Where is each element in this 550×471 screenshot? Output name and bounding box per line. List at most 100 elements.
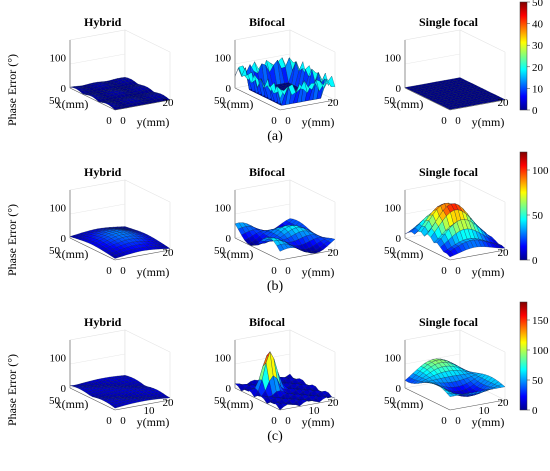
x-axis-title: x(mm): [391, 247, 424, 261]
z-tick-label: 100: [50, 353, 67, 365]
x-tick-label: 0: [106, 265, 112, 277]
surface-patch: [497, 383, 506, 388]
panel-title: Hybrid: [84, 15, 122, 29]
y-axis: [279, 99, 336, 111]
z-tick-label: 100: [385, 203, 402, 215]
y-tick-label: 20: [328, 397, 340, 409]
x-axis: [234, 387, 281, 411]
x-axis: [69, 87, 116, 111]
x-tick-label: 0: [106, 115, 112, 127]
x-axis: [234, 87, 281, 111]
y-axis-label: Phase Error (°): [5, 354, 19, 426]
x-tick-label: 0: [441, 115, 447, 127]
z-tick-label: 100: [50, 53, 67, 65]
y-tick-label: 0: [120, 115, 126, 127]
y-axis: [114, 249, 171, 261]
y-tick-label: 10: [309, 405, 321, 417]
colorbar-tick-label: 100: [532, 345, 549, 357]
y-tick-label: 0: [455, 115, 461, 127]
surface-patch: [162, 395, 171, 399]
chart-row: Phase Error (°)Hybrid1000500x(mm)020y(mm…: [5, 151, 549, 294]
z-tick-label: 0: [61, 233, 67, 245]
y-axis-title: y(mm): [302, 115, 335, 129]
surface-patch: [497, 97, 506, 101]
chart-row: Phase Error (°)Hybrid1000500x(mm)020y(mm…: [5, 0, 544, 144]
panel-title: Single focal: [419, 15, 479, 29]
z-tick-label: 100: [385, 353, 402, 365]
surface-patch: [327, 396, 336, 399]
x-axis-title: x(mm): [56, 97, 89, 111]
y-axis-title: y(mm): [302, 415, 335, 429]
chart-row: Phase Error (°)Hybrid1000500x(mm)01020y(…: [5, 301, 549, 444]
panel-title: Single focal: [419, 165, 479, 179]
x-tick-label: 0: [441, 415, 447, 427]
y-tick-label: 20: [163, 97, 175, 109]
grid-line: [69, 53, 126, 65]
colorbar-tick-label: 0: [532, 105, 538, 117]
y-tick-label: 0: [120, 265, 126, 277]
x-tick-label: 50: [214, 95, 226, 107]
colorbar-tick-label: 0: [532, 255, 538, 267]
y-tick-label: 20: [163, 247, 175, 259]
y-tick-label: 20: [328, 247, 340, 259]
panel-title: Bifocal: [249, 165, 286, 179]
grid-line: [404, 353, 461, 365]
y-tick-label: 0: [455, 265, 461, 277]
y-tick-label: 0: [285, 115, 291, 127]
z-tick-label: 100: [385, 53, 402, 65]
y-axis: [449, 399, 506, 411]
colorbar-tick-label: 10: [532, 83, 544, 95]
grid-line: [404, 53, 461, 65]
surface-patch: [327, 75, 336, 87]
x-tick-label: 50: [214, 245, 226, 257]
z-tick-label: 0: [61, 383, 67, 395]
x-tick-label: 50: [384, 245, 396, 257]
x-axis: [69, 387, 116, 411]
colorbar-tick-label: 0: [532, 405, 538, 417]
x-axis: [404, 87, 451, 111]
row-label: (a): [267, 129, 283, 144]
y-axis-label: Phase Error (°): [5, 204, 19, 276]
z-tick-label: 0: [396, 83, 402, 95]
x-tick-label: 0: [271, 115, 277, 127]
z-tick-label: 100: [215, 53, 232, 65]
y-axis-title: y(mm): [472, 265, 505, 279]
z-tick-label: 0: [226, 83, 232, 95]
z-tick-label: 0: [226, 233, 232, 245]
y-tick-label: 10: [144, 405, 156, 417]
x-axis-title: x(mm): [56, 397, 89, 411]
y-axis-label: Phase Error (°): [5, 54, 19, 126]
surface-patch: [162, 246, 171, 249]
x-axis: [404, 237, 451, 261]
z-tick-label: 0: [396, 233, 402, 245]
grid-line: [234, 53, 291, 65]
grid-line: [234, 203, 291, 215]
y-axis: [114, 399, 171, 411]
colorbar: [519, 151, 528, 261]
colorbar-tick-label: 50: [532, 375, 544, 387]
z-tick-label: 100: [215, 203, 232, 215]
x-axis-title: x(mm): [391, 97, 424, 111]
grid-line: [234, 353, 291, 365]
z-tick-label: 0: [61, 83, 67, 95]
colorbar: [519, 301, 528, 411]
y-tick-label: 10: [479, 405, 491, 417]
panel-title: Hybrid: [84, 165, 122, 179]
x-tick-label: 0: [106, 415, 112, 427]
z-tick-label: 100: [50, 203, 67, 215]
z-tick-label: 100: [215, 353, 232, 365]
y-axis-title: y(mm): [302, 265, 335, 279]
y-axis: [279, 249, 336, 261]
row-label: (b): [267, 279, 284, 294]
z-tick-label: 0: [396, 383, 402, 395]
y-tick-label: 0: [120, 415, 126, 427]
colorbar-tick-label: 20: [532, 62, 544, 74]
panel-title: Bifocal: [249, 315, 286, 329]
panel-title: Single focal: [419, 315, 479, 329]
panel-title: Bifocal: [249, 15, 286, 29]
